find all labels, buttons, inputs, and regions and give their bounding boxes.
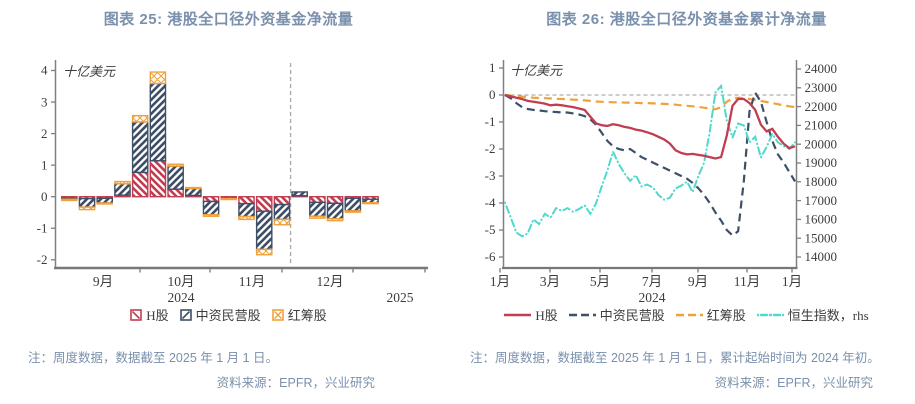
- figure-25-legend: H股 中资民营股 红筹股: [0, 305, 457, 324]
- axis-label: 11月: [734, 274, 761, 289]
- bar-series-group: [61, 71, 379, 256]
- axis-label: 3: [41, 94, 48, 109]
- axis-label: 15000: [805, 230, 838, 245]
- legend-item-红筹股: 红筹股: [675, 305, 746, 324]
- bar-segment-中资民营股: [291, 191, 308, 197]
- axis-label: 12月: [317, 274, 344, 289]
- figure-26-title: 图表 26: 港股全口径外资基金累计净流量: [546, 11, 827, 28]
- axis-label: 1: [41, 157, 48, 172]
- legend-label: H股: [535, 308, 558, 323]
- axis-label: 0: [41, 189, 48, 204]
- axis-label: -2: [37, 252, 48, 267]
- figure-26: 图表 26: 港股全口径外资基金累计净流量 1 0 -1 -2 -3 -4 -5 -6 2400…: [458, 0, 915, 404]
- legend-item-H股: H股: [504, 305, 558, 324]
- figure-25-note: 注：周度数据，数据截至 2025 年 1 月 1 日。: [28, 351, 279, 365]
- legend-marker-icon: [504, 313, 532, 316]
- axis-label: 22000: [805, 99, 838, 114]
- legend-item-中资民营股: 中资民营股: [568, 305, 665, 324]
- bar-segment-红筹股: [255, 248, 273, 256]
- line-chart-cumulative-flows: 1 0 -1 -2 -3 -4 -5 -6 24000 23000 22000 21000 20000 1…: [485, 60, 838, 305]
- figure-25: 图表 25: 港股全口径外资基金净流量 4 3 2 1 0 -1 -2 十亿美元 9月 10月 11…: [0, 0, 457, 404]
- bar-segment-红筹股: [202, 213, 220, 217]
- legend-item-中资民营股: 中资民营股: [179, 305, 261, 324]
- axis-label: -3: [485, 168, 496, 183]
- axis-label: 1: [489, 60, 496, 75]
- bar-segment-红筹股: [185, 186, 202, 190]
- axis-label: 10月: [168, 274, 195, 289]
- legend-marker-icon: [130, 308, 143, 321]
- bar-segment-红筹股: [61, 198, 78, 202]
- axis-label: 2024: [168, 290, 195, 305]
- unit-label: 十亿美元: [63, 64, 116, 79]
- legend-label: 红筹股: [706, 308, 746, 323]
- axis-label: -4: [485, 195, 496, 210]
- axis-label: -1: [37, 220, 48, 235]
- bar-segment-红筹股: [238, 215, 255, 221]
- bar-segment-红筹股: [326, 218, 344, 222]
- axis-label: 21000: [805, 118, 838, 133]
- line-series-H股: [504, 93, 796, 160]
- axis-label: 11月: [239, 274, 266, 289]
- bar-segment-红筹股: [344, 210, 362, 213]
- bar-segment-红筹股: [114, 180, 131, 185]
- axis-label: 7月: [642, 274, 662, 289]
- line-series-恒生指数，rhs: [504, 83, 796, 238]
- legend-label: 恒生指数，rhs: [787, 308, 869, 323]
- bar-segment-红筹股: [273, 218, 291, 226]
- axis-label: 4: [41, 63, 48, 78]
- bar-segment-红筹股: [78, 206, 96, 211]
- axis-label: 9月: [688, 274, 708, 289]
- axis-label: 2024: [639, 290, 666, 305]
- axis-label: 18000: [805, 174, 838, 189]
- legend-label: H股: [146, 308, 169, 323]
- legend-marker-icon: [675, 313, 703, 316]
- bar-segment-红筹股: [167, 163, 184, 167]
- axis-label: 0: [489, 87, 496, 102]
- figure-25-title: 图表 25: 港股全口径外资基金净流量: [103, 11, 354, 28]
- legend-marker-icon: [271, 308, 284, 321]
- axis-label: 14000: [805, 249, 838, 264]
- legend-marker-icon: [756, 313, 784, 316]
- figure-26-legend: H股 中资民营股 红筹股 恒生指数，rhs: [458, 305, 915, 324]
- line-series-中资民营股: [504, 90, 796, 237]
- bar-segment-红筹股: [149, 71, 167, 85]
- axis-label: 2: [41, 126, 48, 141]
- legend-item-恒生指数，rhs: 恒生指数，rhs: [756, 305, 869, 324]
- axis-label: 1月: [782, 274, 802, 289]
- legend-marker-icon: [179, 308, 192, 321]
- figure-26-note: 注：周度数据，数据截至 2025 年 1 月 1 日，累计起始时间为 2024 …: [470, 351, 880, 365]
- figure-25-source: 资料来源：EPFR，兴业研究: [216, 376, 375, 390]
- axis-label: -2: [485, 141, 496, 156]
- axis-label: 23000: [805, 80, 838, 95]
- axis-label: 19000: [805, 155, 838, 170]
- axis-label: 2025: [387, 290, 414, 305]
- axis-label: 3月: [540, 274, 560, 289]
- axis-label: 16000: [805, 212, 838, 227]
- bar-segment-红筹股: [220, 197, 238, 201]
- unit-label: 十亿美元: [510, 63, 563, 78]
- legend-marker-icon: [568, 313, 596, 316]
- bar-chart-net-flows: 4 3 2 1 0 -1 -2 十亿美元 9月 10月 11月 12月 2024 2025: [37, 60, 428, 305]
- legend-item-H股: H股: [130, 305, 169, 324]
- axis-label: -6: [485, 249, 496, 264]
- legend-label: 中资民营股: [195, 308, 261, 323]
- axis-label: 1月: [490, 274, 510, 289]
- bar-segment-红筹股: [96, 202, 114, 205]
- legend-label: 中资民营股: [599, 308, 665, 323]
- legend-item-红筹股: 红筹股: [271, 305, 327, 324]
- bar-segment-红筹股: [131, 114, 149, 123]
- axis-label: 20000: [805, 136, 838, 151]
- figure-26-source: 资料来源：EPFR，兴业研究: [714, 376, 873, 390]
- legend-label: 红筹股: [287, 308, 327, 323]
- bar-segment-红筹股: [309, 215, 326, 219]
- axis-label: 24000: [805, 61, 838, 76]
- axis-label: 9月: [93, 274, 113, 289]
- line-series-红筹股: [504, 93, 796, 111]
- axis-label: -1: [485, 114, 496, 129]
- axis-label: 17000: [805, 193, 838, 208]
- bar-segment-红筹股: [362, 201, 379, 205]
- axis-label: 5月: [590, 274, 610, 289]
- axis-label: -5: [485, 222, 496, 237]
